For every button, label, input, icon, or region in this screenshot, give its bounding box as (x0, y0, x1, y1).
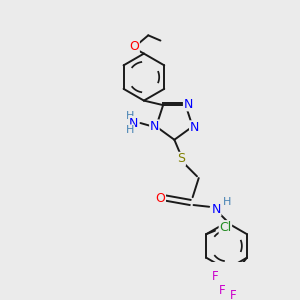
Text: O: O (155, 192, 165, 205)
Text: Cl: Cl (219, 221, 232, 234)
Text: H: H (223, 197, 232, 207)
Text: F: F (218, 284, 225, 297)
Text: H: H (126, 111, 134, 121)
Text: F: F (230, 290, 236, 300)
Text: N: N (150, 120, 159, 133)
Text: F: F (212, 270, 219, 283)
Text: N: N (129, 116, 138, 130)
Text: N: N (184, 98, 193, 111)
Text: N: N (212, 203, 221, 216)
Text: H: H (126, 125, 134, 135)
Text: N: N (190, 121, 199, 134)
Text: S: S (177, 152, 185, 165)
Text: O: O (129, 40, 139, 53)
